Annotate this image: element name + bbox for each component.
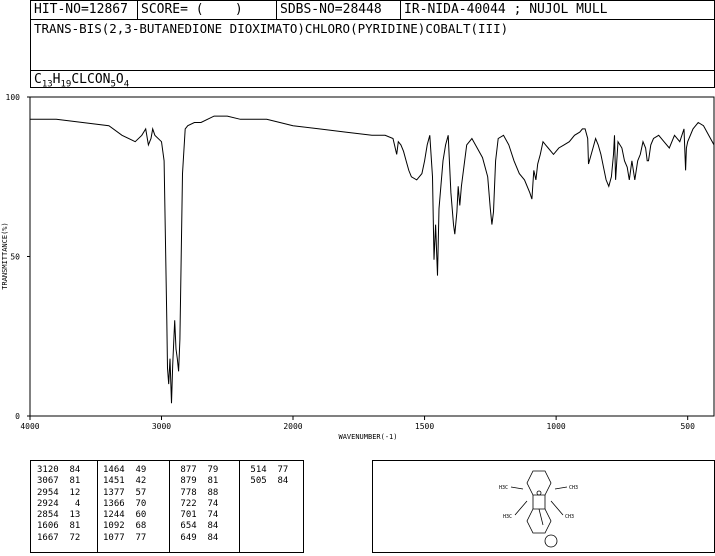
svg-text:H3C: H3C xyxy=(499,485,508,491)
compound-name: TRANS-BIS(2,3-BUTANEDIONE DIOXIMATO)CHLO… xyxy=(34,21,509,36)
molecular-formula: C13H19CLCON5O4 xyxy=(34,72,130,90)
x-tick-label: 3000 xyxy=(152,422,171,431)
x-tick-label: 1500 xyxy=(415,422,434,431)
svg-text:H3C: H3C xyxy=(503,514,512,520)
y-tick-label: 50 xyxy=(10,253,20,262)
sdbs-number: SDBS-NO=28448 xyxy=(280,2,382,17)
peak-table: 3120 84 3067 81 2954 12 2924 4 2854 13 1… xyxy=(30,460,304,553)
svg-text:CH3: CH3 xyxy=(569,485,578,491)
plot-frame xyxy=(29,96,715,417)
peak-column: 3120 84 3067 81 2954 12 2924 4 2854 13 1… xyxy=(37,465,81,543)
peak-column: 1464 49 1451 42 1377 57 1366 70 1244 60 … xyxy=(103,465,147,543)
structure-box: H3C CH3 H3C CH3 xyxy=(372,460,715,553)
score-value: ( ) xyxy=(195,2,243,17)
header-box: HIT-NO=12867 SCORE= ( ) SDBS-NO=28448 IR… xyxy=(30,0,715,90)
score-label: SCORE= xyxy=(141,2,188,17)
spectrum-line xyxy=(30,115,715,404)
x-tick-label: 500 xyxy=(680,422,695,431)
peak-column: 877 79 879 81 778 88 722 74 701 74 654 8… xyxy=(180,465,219,543)
y-tick-label: 0 xyxy=(15,412,20,421)
y-axis-label: TRANSMITTANCE(%) xyxy=(1,222,9,289)
y-tick-label: 100 xyxy=(6,93,21,102)
x-tick-label: 4000 xyxy=(20,422,39,431)
x-axis-label: WAVENUMBER(-1) xyxy=(338,433,397,441)
x-tick-label: 1000 xyxy=(546,422,565,431)
peak-column: 514 77 505 84 xyxy=(250,465,289,487)
ir-spectrum-chart: 4000 3000 2000 1500 1000 500 0 50 100 WAVENUMBE… xyxy=(1,93,715,441)
hit-number: HIT-NO=12867 xyxy=(34,2,128,17)
x-tick-label: 2000 xyxy=(283,422,302,431)
svg-text:CH3: CH3 xyxy=(565,514,574,520)
score-field: SCORE= ( ) xyxy=(138,1,276,19)
molecule-structure-image: H3C CH3 H3C CH3 xyxy=(499,470,578,548)
ir-info: IR-NIDA-40044 ; NUJOL MULL xyxy=(404,2,608,17)
